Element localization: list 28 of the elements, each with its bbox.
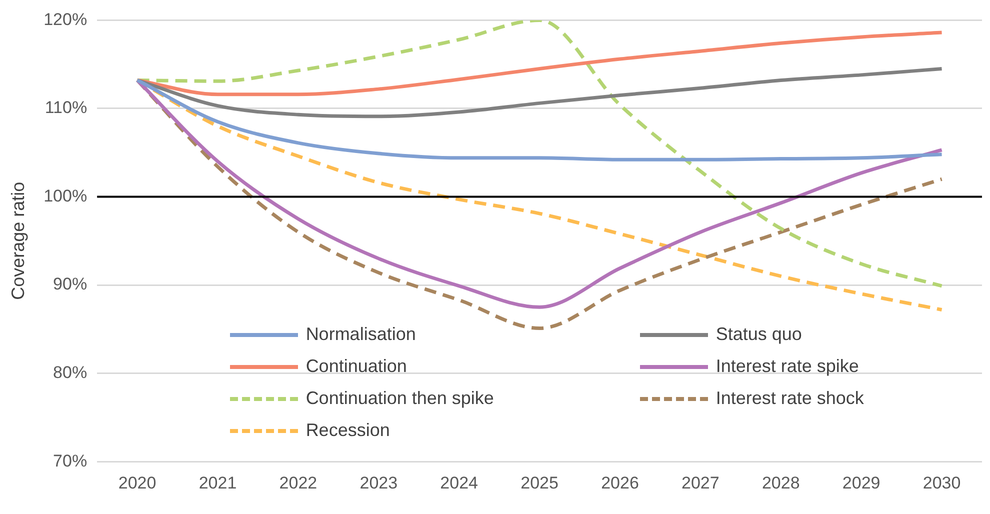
- x-tick-label: 2024: [440, 473, 478, 492]
- y-tick-label: 110%: [44, 98, 88, 118]
- line-series: [136, 67, 944, 118]
- legend-label: Status quo: [716, 324, 802, 346]
- x-tick-label: 2021: [198, 473, 237, 492]
- y-tick-label: 120%: [44, 10, 88, 29]
- y-tick-label: 100%: [44, 186, 88, 206]
- line-series: [136, 30, 944, 96]
- x-tick-label: 2027: [682, 473, 720, 492]
- x-tick-label: 2022: [279, 473, 318, 492]
- y-tick-label: 70%: [53, 451, 88, 470]
- y-axis-title: Coverage ratio: [8, 182, 28, 300]
- y-tick-label: 80%: [53, 363, 88, 382]
- x-tick-label: 2020: [118, 473, 156, 492]
- legend-label: Continuation: [306, 356, 407, 378]
- x-tick-label: 2026: [601, 473, 639, 492]
- legend-label: Interest rate spike: [716, 356, 859, 378]
- legend-label: Normalisation: [306, 324, 416, 346]
- x-tick-label: 2029: [842, 473, 880, 492]
- x-tick-label: 2025: [520, 473, 558, 492]
- x-tick-label: 2023: [360, 473, 398, 492]
- legend-label: Continuation then spike: [306, 388, 494, 410]
- x-tick-label: 2028: [762, 473, 800, 492]
- legend-label: Interest rate shock: [716, 388, 864, 410]
- x-tick-label: 2030: [922, 473, 961, 492]
- legend-label: Recession: [306, 420, 390, 442]
- line-series: [136, 78, 944, 162]
- y-tick-label: 90%: [53, 274, 88, 294]
